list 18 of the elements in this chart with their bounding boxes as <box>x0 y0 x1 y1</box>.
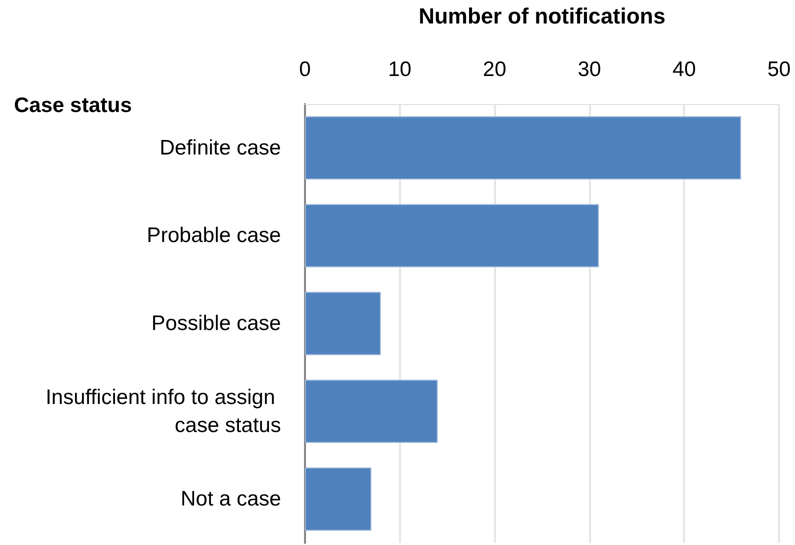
x-tick-label: 0 <box>299 58 311 81</box>
bar <box>305 116 742 180</box>
bar <box>305 292 381 356</box>
y-tick-label: Possible case <box>151 312 281 335</box>
y-tick-label: Probable case <box>146 224 281 248</box>
x-tick-label: 50 <box>767 58 791 81</box>
bar <box>305 467 372 531</box>
x-tick-label: 10 <box>388 58 412 81</box>
x-axis-title: Number of notifications <box>418 4 666 28</box>
y-axis-title: Case status <box>14 94 132 117</box>
y-tick-label: Definite case <box>160 136 281 160</box>
x-tick-label: 40 <box>672 58 696 81</box>
x-tick-label: 30 <box>578 58 602 81</box>
bar <box>305 380 438 443</box>
bar <box>305 204 599 268</box>
x-tick-label: 20 <box>482 58 506 81</box>
y-tick-label: Not a case <box>180 488 281 511</box>
y-tick-label: Insufficient info to assign case status <box>46 386 281 437</box>
